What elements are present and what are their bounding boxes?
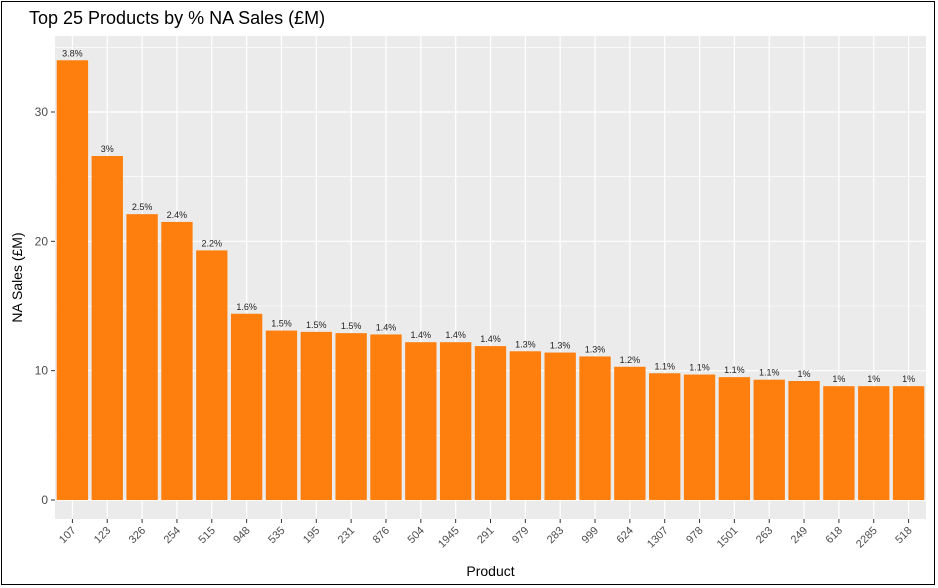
bar-data-label: 1.1% xyxy=(654,361,675,371)
bar-515 xyxy=(196,250,228,500)
x-tick-label: 978 xyxy=(684,525,705,546)
bar-data-label: 2.5% xyxy=(132,202,153,212)
bar-data-label: 1.3% xyxy=(515,339,536,349)
bar-data-label: 1% xyxy=(902,374,915,384)
bar-618 xyxy=(823,386,855,500)
bar-518 xyxy=(892,386,925,500)
x-tick-label: 326 xyxy=(127,525,148,546)
bar-326 xyxy=(126,214,158,500)
y-axis: 0 10 20 30 xyxy=(35,105,55,507)
x-tick-label: 979 xyxy=(510,525,531,546)
x-tick-label: 999 xyxy=(580,525,601,546)
y-axis-title: NA Sales (£M) xyxy=(9,232,25,322)
bar-data-label: 1.1% xyxy=(759,368,780,378)
x-tick-label: 123 xyxy=(92,525,113,546)
bar-504 xyxy=(405,342,437,500)
bar-876 xyxy=(370,334,402,500)
y-tick-label: 20 xyxy=(35,234,49,248)
x-tick-label: 107 xyxy=(57,525,78,546)
x-tick-label: 535 xyxy=(266,525,287,546)
bar-1945 xyxy=(439,342,472,500)
x-tick-label: 618 xyxy=(824,525,845,546)
bar-data-label: 1.4% xyxy=(480,334,501,344)
chart-title: Top 25 Products by % NA Sales (£M) xyxy=(29,8,326,28)
x-tick-label: 1945 xyxy=(436,525,462,551)
bar-data-label: 1% xyxy=(867,374,880,384)
bar-978 xyxy=(683,374,716,500)
bar-291 xyxy=(474,346,507,500)
bar-123 xyxy=(91,155,123,500)
bar-data-label: 2.2% xyxy=(202,238,223,248)
bar-data-label: 1.6% xyxy=(236,302,257,312)
x-tick-label: 195 xyxy=(301,525,322,546)
x-tick-label: 624 xyxy=(615,525,636,546)
bar-data-label: 3% xyxy=(101,144,114,154)
bar-data-label: 1% xyxy=(798,369,811,379)
x-tick-label: 876 xyxy=(371,525,392,546)
x-tick-label: 2285 xyxy=(854,525,880,551)
y-tick-label: 10 xyxy=(35,364,49,378)
bar-data-label: 1.3% xyxy=(550,341,571,351)
bar-data-label: 1.5% xyxy=(306,320,327,330)
x-tick-label: 515 xyxy=(196,525,217,546)
bar-254 xyxy=(161,221,193,500)
bar-1501 xyxy=(718,377,751,500)
bar-948 xyxy=(230,313,263,500)
bar-249 xyxy=(788,381,820,500)
bars xyxy=(56,60,925,501)
x-tick-label: 263 xyxy=(754,525,775,546)
bar-263 xyxy=(753,379,785,500)
bar-data-label: 1.2% xyxy=(620,355,641,365)
x-tick-label: 283 xyxy=(545,525,566,546)
bar-231 xyxy=(335,333,367,500)
bar-107 xyxy=(56,60,89,501)
bar-data-label: 1.3% xyxy=(585,344,606,354)
bar-283 xyxy=(544,352,576,500)
bar-data-label: 2.4% xyxy=(167,210,188,220)
bar-data-label: 1.1% xyxy=(724,365,745,375)
bar-535 xyxy=(265,330,298,500)
x-axis: 107 123 326 254 515 948 535 195 231 876 504 1945 291… xyxy=(57,519,915,550)
bar-999 xyxy=(579,356,611,500)
bar-624 xyxy=(614,366,646,500)
bar-data-label: 1.4% xyxy=(411,330,432,340)
x-tick-label: 518 xyxy=(893,525,914,546)
bar-979 xyxy=(509,351,542,500)
x-tick-label: 249 xyxy=(789,525,810,546)
bar-data-label: 1.4% xyxy=(445,330,466,340)
bar-labels: 3.8% 3% 2.5% 2.4% 2.2% 1.6% 1.5% 1.5% 1.5% 1.4% 1.… xyxy=(62,48,915,384)
x-tick-label: 291 xyxy=(475,525,496,546)
bar-data-label: 1.1% xyxy=(689,363,710,373)
x-tick-label: 504 xyxy=(405,525,426,546)
bar-data-label: 1.4% xyxy=(376,322,397,332)
y-tick-label: 0 xyxy=(41,493,48,507)
bar-data-label: 1.5% xyxy=(341,321,362,331)
y-tick-label: 30 xyxy=(35,105,49,119)
bar-1307 xyxy=(649,373,681,500)
x-tick-label: 1501 xyxy=(715,525,741,551)
x-tick-label: 948 xyxy=(231,525,252,546)
x-tick-label: 231 xyxy=(336,525,357,546)
x-tick-label: 1307 xyxy=(645,525,671,551)
x-tick-label: 254 xyxy=(162,525,183,546)
bar-data-label: 3.8% xyxy=(62,48,83,58)
bar-2285 xyxy=(858,386,890,500)
bar-195 xyxy=(300,331,332,500)
x-axis-title: Product xyxy=(466,563,514,579)
bar-data-label: 1% xyxy=(832,374,845,384)
bar-data-label: 1.5% xyxy=(271,319,292,329)
